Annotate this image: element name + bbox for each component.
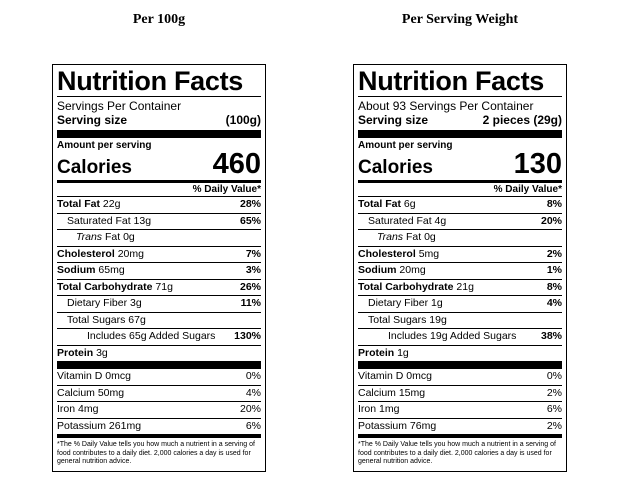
nutrient-row-sodium: Sodium 20mg 1% <box>358 262 562 279</box>
servings-per-container: Servings Per Container <box>57 99 182 113</box>
nutrient-row-total-sugars: Total Sugars 67g <box>57 311 261 329</box>
nutrient-row-saturated-fat: Saturated Fat 13g 65% <box>57 212 261 230</box>
nutrient-row-dietary-fiber: Dietary Fiber 3g 11% <box>57 295 261 312</box>
calories-value: 460 <box>212 148 261 180</box>
nutrient-row-iron: Iron 4mg 20% <box>57 401 261 418</box>
nutrient-row-total-sugars: Total Sugars 19g <box>358 311 562 329</box>
nutrient-row-vitamin-d: Vitamin D 0mcg 0% <box>57 370 261 382</box>
column-heading-per-100g: Per 100g <box>132 12 186 27</box>
nutrient-row-total-carbohydrate: Total Carbohydrate 21g 8% <box>358 278 562 296</box>
nutrition-label-per-100g: Nutrition Facts Servings Per Container S… <box>52 64 266 472</box>
daily-value-footnote: *The % Daily Value tells you how much a … <box>57 434 261 471</box>
nutrient-row-potassium: Potassium 76mg 2% <box>358 417 562 435</box>
column-heading-per-serving: Per Serving Weight <box>401 12 519 27</box>
nutrient-row-total-fat: Total Fat 22g 28% <box>57 196 261 213</box>
nutrient-row-vitamin-d: Vitamin D 0mcg 0% <box>358 370 562 382</box>
calories-label: Calories <box>57 157 132 178</box>
calories-value: 130 <box>513 148 562 180</box>
nutrient-row-protein: Protein 1g <box>358 344 562 362</box>
nutrient-row-cholesterol: Cholesterol 20mg 7% <box>57 245 261 263</box>
nutrient-row-trans-fat: Trans Fat 0g <box>57 229 261 246</box>
serving-size-row: Serving size 2 pieces (29g) <box>358 113 562 128</box>
calories-row: Calories 130 <box>358 149 562 179</box>
nutrient-row-added-sugars: Includes 19g Added Sugars 38% <box>358 328 562 345</box>
nutrient-row-protein: Protein 3g <box>57 344 261 362</box>
daily-value-footnote: *The % Daily Value tells you how much a … <box>358 434 562 471</box>
nutrient-row-calcium: Calcium 50mg 4% <box>57 384 261 402</box>
nutrient-row-trans-fat: Trans Fat 0g <box>358 229 562 246</box>
calories-row: Calories 460 <box>57 149 261 179</box>
nutrient-row-saturated-fat: Saturated Fat 4g 20% <box>358 212 562 230</box>
daily-value-header: % Daily Value* <box>57 180 261 196</box>
label-title: Nutrition Facts <box>57 66 244 96</box>
nutrition-label-per-serving: Nutrition Facts About 93 Servings Per Co… <box>353 64 567 472</box>
daily-value-header: % Daily Value* <box>358 180 562 196</box>
nutrient-row-total-fat: Total Fat 6g 8% <box>358 196 562 213</box>
amount-per-serving: Amount per serving <box>358 140 453 151</box>
label-title: Nutrition Facts <box>358 66 545 96</box>
nutrient-row-iron: Iron 1mg 6% <box>358 401 562 418</box>
nutrient-row-calcium: Calcium 15mg 2% <box>358 384 562 402</box>
nutrient-row-sodium: Sodium 65mg 3% <box>57 262 261 279</box>
nutrient-row-total-carbohydrate: Total Carbohydrate 71g 26% <box>57 278 261 296</box>
nutrient-row-potassium: Potassium 261mg 6% <box>57 417 261 435</box>
nutrient-row-dietary-fiber: Dietary Fiber 1g 4% <box>358 295 562 312</box>
serving-size-value: 2 pieces (29g) <box>482 113 562 127</box>
calories-label: Calories <box>358 157 433 178</box>
serving-size-value: (100g) <box>225 113 261 127</box>
serving-size-row: Serving size (100g) <box>57 113 261 128</box>
serving-size-label: Serving size <box>358 113 429 127</box>
amount-per-serving: Amount per serving <box>57 140 152 151</box>
serving-size-label: Serving size <box>57 113 128 127</box>
servings-per-container: About 93 Servings Per Container <box>358 99 534 113</box>
nutrient-row-added-sugars: Includes 65g Added Sugars 130% <box>57 328 261 345</box>
nutrient-row-cholesterol: Cholesterol 5mg 2% <box>358 245 562 263</box>
